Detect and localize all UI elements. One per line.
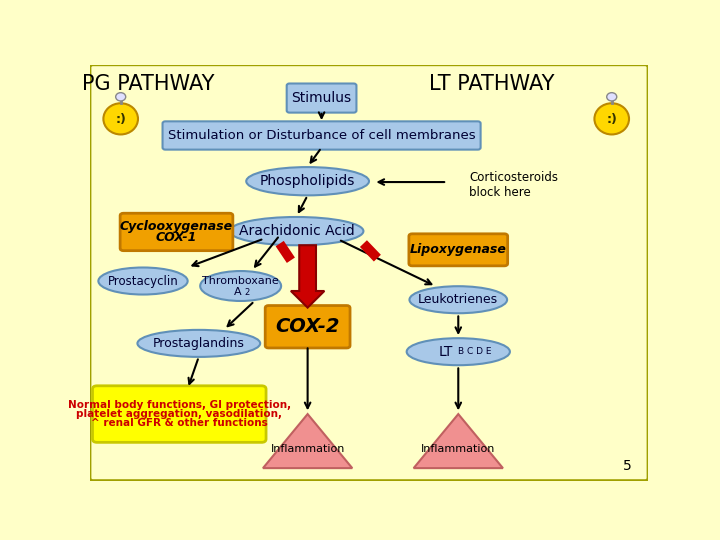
Text: Stimulus: Stimulus bbox=[292, 91, 351, 105]
Text: LT: LT bbox=[438, 345, 453, 359]
Text: Prostacyclin: Prostacyclin bbox=[107, 274, 179, 287]
Polygon shape bbox=[414, 414, 503, 468]
Ellipse shape bbox=[410, 286, 507, 313]
Polygon shape bbox=[291, 245, 324, 308]
Text: Corticosteroids
block here: Corticosteroids block here bbox=[469, 171, 559, 199]
Ellipse shape bbox=[99, 267, 188, 294]
Text: Inflammation: Inflammation bbox=[421, 444, 495, 455]
FancyBboxPatch shape bbox=[287, 84, 356, 113]
FancyBboxPatch shape bbox=[265, 306, 350, 348]
Text: Inflammation: Inflammation bbox=[271, 444, 345, 455]
Ellipse shape bbox=[246, 167, 369, 195]
Text: Arachidonic Acid: Arachidonic Acid bbox=[238, 224, 354, 238]
FancyBboxPatch shape bbox=[120, 213, 233, 251]
Text: Cyclooxygenase: Cyclooxygenase bbox=[120, 220, 233, 233]
Ellipse shape bbox=[200, 271, 281, 301]
Ellipse shape bbox=[607, 93, 617, 101]
FancyBboxPatch shape bbox=[92, 386, 266, 442]
FancyBboxPatch shape bbox=[409, 234, 508, 266]
FancyBboxPatch shape bbox=[90, 65, 648, 481]
Ellipse shape bbox=[230, 217, 364, 245]
Text: COX-1: COX-1 bbox=[156, 231, 197, 244]
FancyBboxPatch shape bbox=[163, 122, 481, 150]
Ellipse shape bbox=[116, 93, 126, 101]
Text: PG PATHWAY: PG PATHWAY bbox=[82, 73, 215, 93]
Text: A: A bbox=[234, 287, 242, 297]
Text: ^ renal GFR & other functions: ^ renal GFR & other functions bbox=[91, 418, 268, 428]
Text: 5: 5 bbox=[623, 459, 631, 473]
Text: Normal body functions, GI protection,: Normal body functions, GI protection, bbox=[68, 400, 291, 410]
Text: Lipoxygenase: Lipoxygenase bbox=[410, 244, 507, 256]
Text: Thromboxane: Thromboxane bbox=[202, 276, 279, 286]
Text: 2: 2 bbox=[245, 288, 250, 297]
Text: platelet aggregation, vasodilation,: platelet aggregation, vasodilation, bbox=[76, 409, 282, 419]
Text: COX-2: COX-2 bbox=[275, 318, 340, 336]
Text: B C D E: B C D E bbox=[458, 347, 492, 356]
Text: LT PATHWAY: LT PATHWAY bbox=[429, 73, 554, 93]
Text: Leukotrienes: Leukotrienes bbox=[418, 293, 498, 306]
Polygon shape bbox=[263, 414, 352, 468]
Text: Phospholipids: Phospholipids bbox=[260, 174, 355, 188]
Ellipse shape bbox=[104, 103, 138, 134]
Ellipse shape bbox=[595, 103, 629, 134]
Text: :): :) bbox=[606, 113, 617, 126]
Text: Stimulation or Disturbance of cell membranes: Stimulation or Disturbance of cell membr… bbox=[168, 129, 475, 142]
Text: Prostaglandins: Prostaglandins bbox=[153, 337, 245, 350]
Ellipse shape bbox=[407, 338, 510, 365]
Ellipse shape bbox=[138, 330, 260, 357]
Text: :): :) bbox=[115, 113, 126, 126]
